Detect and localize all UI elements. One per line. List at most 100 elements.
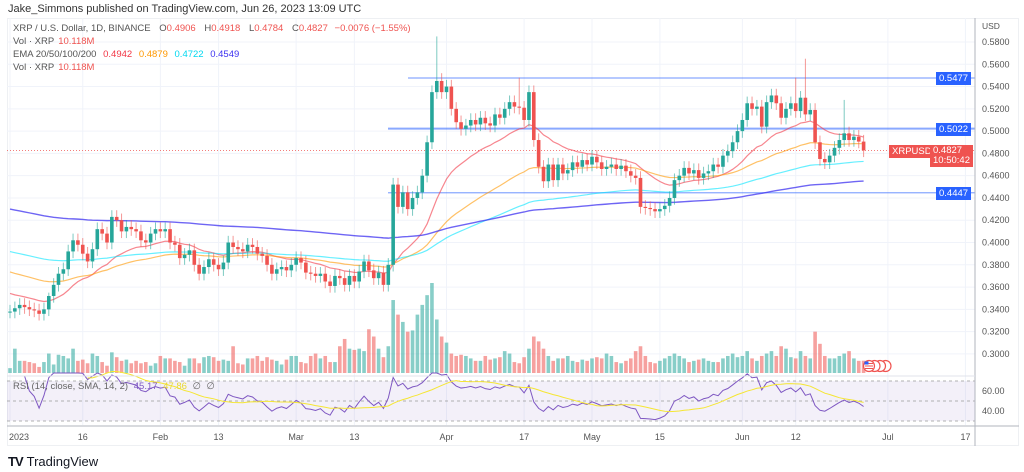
candle-body bbox=[498, 114, 502, 118]
volume-bar bbox=[502, 351, 507, 373]
bar-countdown: 10:50:42 bbox=[933, 155, 970, 166]
candle-body bbox=[163, 229, 167, 232]
ema-label: EMA 20/50/100/200 bbox=[13, 49, 97, 60]
candle-body bbox=[245, 244, 250, 252]
legend-rsi[interactable]: RSI (14, close, SMA, 14, 2) 45.17 47.86 … bbox=[13, 381, 215, 392]
candle-body bbox=[110, 216, 114, 243]
tradingview-logo-icon: TV bbox=[8, 454, 24, 469]
candle-body bbox=[798, 97, 803, 112]
candle-body bbox=[66, 251, 70, 270]
volume-bar bbox=[532, 336, 536, 373]
volume-bar bbox=[401, 321, 405, 373]
candle-body bbox=[711, 164, 716, 172]
legend-volume-2[interactable]: Vol · XRP 10.118M bbox=[13, 62, 94, 73]
volume-bar bbox=[357, 348, 361, 373]
candle-body bbox=[599, 162, 604, 169]
time-axis-label: Apr bbox=[439, 432, 453, 442]
volume-bar bbox=[197, 363, 201, 373]
volume-bar bbox=[308, 355, 313, 373]
volume-bar bbox=[51, 364, 56, 373]
volume-bar bbox=[8, 368, 12, 373]
price-axis-label: 0.4400 bbox=[982, 193, 1010, 203]
rsi-empty-value: ∅ bbox=[192, 381, 201, 392]
ema200-value: 0.4549 bbox=[210, 49, 240, 60]
rsi-label: RSI (14, close, SMA, 14, 2) bbox=[13, 381, 129, 392]
volume-bar bbox=[396, 314, 400, 373]
candle-body bbox=[177, 244, 182, 259]
candle-body bbox=[687, 167, 691, 174]
candle-body bbox=[129, 226, 134, 230]
volume-bar bbox=[488, 359, 492, 373]
price-axis-label: 0.5000 bbox=[982, 126, 1010, 136]
chart-frame bbox=[7, 18, 1019, 446]
volume-bar bbox=[638, 346, 643, 373]
volume-bar bbox=[241, 364, 245, 373]
volume-bars bbox=[8, 283, 866, 373]
tradingview-logo[interactable]: TV TradingView bbox=[8, 454, 98, 469]
ema20-value: 0.4942 bbox=[103, 49, 133, 60]
volume-bar bbox=[129, 363, 134, 373]
volume-bar bbox=[527, 348, 531, 373]
candle-body bbox=[105, 233, 109, 243]
candle-body bbox=[561, 164, 565, 174]
volume-bar bbox=[304, 363, 308, 373]
candle-body bbox=[299, 258, 303, 263]
candle-body bbox=[56, 273, 61, 285]
volume-bar bbox=[653, 363, 657, 373]
volume-bar bbox=[386, 346, 391, 373]
volume-bar bbox=[80, 359, 85, 373]
candle-body bbox=[502, 108, 507, 118]
candle-body bbox=[745, 103, 749, 120]
candle-body bbox=[187, 250, 192, 255]
candle-body bbox=[308, 272, 313, 274]
rsi-line bbox=[24, 372, 864, 421]
candle-body bbox=[755, 106, 759, 109]
volume-bar bbox=[672, 353, 677, 373]
candle-body bbox=[211, 259, 216, 265]
volume-bar bbox=[216, 360, 221, 373]
candle-body bbox=[595, 156, 599, 163]
candle-body bbox=[357, 271, 361, 282]
candle-body bbox=[323, 273, 328, 282]
volume-bar bbox=[420, 304, 425, 373]
candle-body bbox=[677, 175, 682, 181]
symbol-title[interactable]: XRP / U.S. Dollar, 1D, BINANCE bbox=[13, 23, 151, 34]
volume-bar bbox=[32, 363, 37, 373]
candle-body bbox=[779, 103, 783, 118]
volume-bar bbox=[745, 351, 749, 373]
volume-label: Vol · XRP bbox=[13, 62, 55, 73]
candle-body bbox=[667, 197, 672, 206]
candle-body bbox=[376, 272, 381, 279]
candle-body bbox=[231, 242, 235, 247]
candle-body bbox=[333, 275, 337, 286]
volume-bar bbox=[459, 354, 463, 373]
low-value: 0.4784 bbox=[254, 23, 284, 34]
volume-bar bbox=[139, 363, 143, 373]
candle-body bbox=[619, 165, 623, 169]
candle-body bbox=[13, 308, 17, 312]
volume-bar bbox=[114, 357, 119, 373]
rsi-axis-label: 40.00 bbox=[982, 406, 1005, 416]
candle-body bbox=[260, 253, 264, 256]
candle-body bbox=[473, 119, 478, 125]
candle-body bbox=[551, 164, 555, 181]
candle-body bbox=[658, 209, 662, 212]
candle-body bbox=[294, 258, 298, 265]
volume-bar bbox=[187, 358, 192, 373]
candle-body bbox=[629, 171, 633, 176]
candle-body bbox=[653, 209, 657, 212]
volume-bar bbox=[541, 348, 546, 373]
volume-bar bbox=[381, 357, 386, 373]
legend-volume[interactable]: Vol · XRP 10.118M bbox=[13, 36, 94, 47]
price-axis-label: 0.4600 bbox=[982, 171, 1010, 181]
legend-ema[interactable]: EMA 20/50/100/200 0.4942 0.4879 0.4722 0… bbox=[13, 49, 239, 60]
volume-bar bbox=[367, 329, 371, 373]
candle-body bbox=[371, 270, 376, 279]
candle-body bbox=[85, 253, 90, 262]
volume-bar bbox=[362, 351, 366, 373]
volume-bar bbox=[614, 362, 619, 373]
candle-body bbox=[61, 269, 66, 274]
volume-bar bbox=[260, 360, 264, 373]
volume-bar bbox=[818, 343, 822, 373]
